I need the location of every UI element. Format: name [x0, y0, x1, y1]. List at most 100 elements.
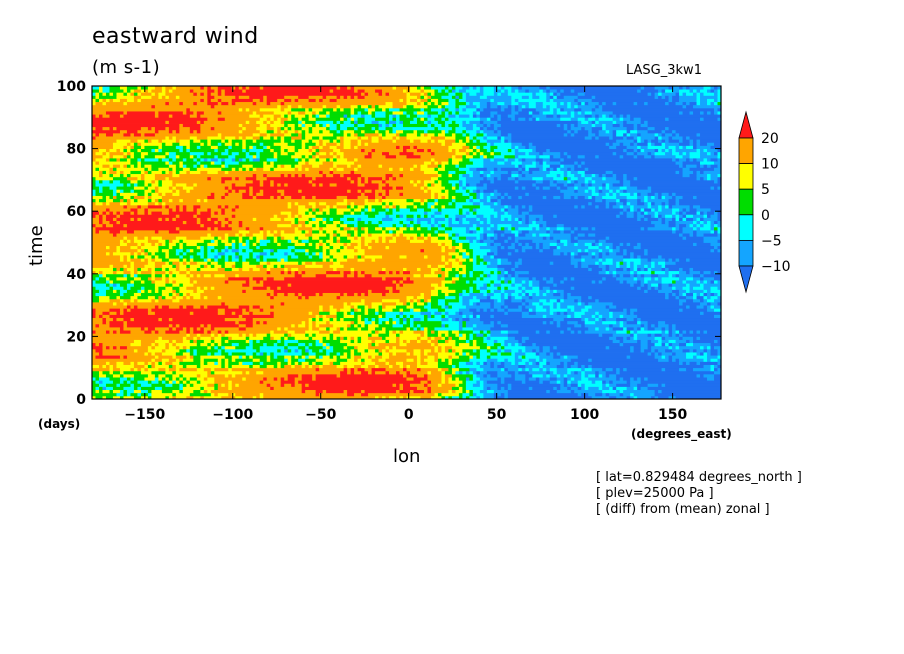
heatmap-cell — [462, 186, 467, 190]
heatmap-cell — [437, 392, 442, 397]
heatmap-cell — [98, 276, 107, 281]
heatmap-cell — [301, 261, 306, 265]
heatmap-cell — [693, 242, 697, 247]
heatmap-cell — [179, 242, 184, 247]
heatmap-cell — [92, 242, 121, 247]
heatmap-cell — [518, 217, 523, 221]
heatmap-cell — [214, 339, 222, 344]
heatmap-cell — [444, 264, 453, 268]
heatmap-cell — [161, 204, 166, 209]
heatmap-cell — [298, 348, 303, 353]
heatmap-cell — [553, 251, 561, 256]
heatmap-cell — [420, 292, 425, 297]
heatmap-cell — [298, 292, 303, 297]
heatmap-cell — [714, 298, 721, 303]
heatmap-cell — [584, 305, 593, 309]
heatmap-cell — [486, 348, 491, 353]
heatmap-cell — [675, 223, 680, 228]
heatmap-cell — [546, 370, 551, 375]
heatmap-cell — [497, 223, 512, 228]
heatmap-cell — [514, 355, 519, 359]
heatmap-cell — [420, 317, 425, 322]
heatmap-cell — [224, 242, 233, 247]
heatmap-cell — [92, 229, 96, 234]
heatmap-cell — [574, 255, 582, 259]
heatmap-cell — [514, 276, 530, 281]
heatmap-cell — [437, 342, 456, 347]
heatmap-cell — [532, 308, 537, 312]
heatmap-cell — [595, 311, 600, 315]
heatmap-cell — [382, 336, 386, 340]
heatmap-cell — [511, 242, 516, 247]
heatmap-cell — [336, 239, 341, 243]
heatmap-cell — [567, 367, 582, 372]
heatmap-cell — [126, 305, 131, 309]
heatmap-cell — [182, 248, 187, 253]
heatmap-cell — [444, 295, 456, 300]
heatmap-cell — [329, 258, 334, 262]
heatmap-cell — [458, 267, 463, 272]
heatmap-cell — [679, 276, 687, 281]
heatmap-cell — [686, 355, 694, 359]
heatmap-cell — [703, 283, 721, 287]
heatmap-cell — [151, 358, 156, 362]
heatmap-cell — [336, 352, 341, 356]
heatmap-cell — [126, 267, 135, 272]
heatmap-cell — [249, 339, 254, 344]
heatmap-cell — [259, 267, 268, 272]
heatmap-cell — [633, 336, 638, 340]
heatmap-cell — [284, 355, 292, 359]
heatmap-cell — [364, 361, 376, 365]
heatmap-cell — [609, 189, 614, 193]
heatmap-cell — [497, 370, 509, 375]
heatmap-cell — [403, 233, 418, 237]
heatmap-cell — [437, 333, 442, 337]
heatmap-cell — [507, 204, 512, 209]
heatmap-cell — [500, 233, 505, 237]
heatmap-cell — [210, 258, 215, 262]
heatmap-cell — [175, 217, 198, 221]
heatmap-cell — [333, 355, 338, 359]
heatmap-cell — [514, 283, 523, 287]
heatmap-cell — [399, 370, 407, 375]
heatmap-cell — [305, 195, 313, 200]
heatmap-cell — [497, 308, 505, 312]
heatmap-cell — [287, 377, 296, 381]
heatmap-cell — [406, 204, 414, 209]
heatmap-cell — [444, 308, 460, 312]
heatmap-cell — [235, 242, 240, 247]
heatmap-cell — [595, 242, 600, 247]
heatmap-cell — [416, 336, 421, 340]
heatmap-cell — [672, 273, 676, 278]
heatmap-cell — [396, 370, 400, 375]
heatmap-cell — [319, 330, 331, 334]
heatmap-cell — [451, 261, 460, 265]
heatmap-cell — [612, 258, 624, 262]
heatmap-cell — [535, 226, 540, 231]
heatmap-cell — [368, 289, 372, 293]
heatmap-cell — [375, 308, 379, 312]
heatmap-cell — [217, 251, 226, 256]
heatmap-cell — [413, 314, 425, 319]
heatmap-cell — [207, 251, 219, 256]
heatmap-cell — [245, 258, 257, 262]
heatmap-cell — [119, 292, 124, 297]
heatmap-cell — [493, 239, 505, 243]
heatmap-cell — [130, 367, 135, 372]
heatmap-cell — [469, 389, 474, 394]
heatmap-cell — [144, 352, 149, 356]
heatmap-cell — [189, 264, 201, 268]
heatmap-cell — [123, 264, 128, 268]
heatmap-cell — [616, 214, 621, 218]
heatmap-cell — [140, 267, 149, 272]
heatmap-cell — [217, 361, 222, 365]
heatmap-cell — [654, 327, 662, 331]
heatmap-cell — [298, 236, 310, 240]
heatmap-cell — [92, 208, 107, 212]
heatmap-cell — [364, 301, 372, 306]
heatmap-cell — [161, 361, 166, 365]
heatmap-cell — [126, 289, 138, 293]
heatmap-cell — [252, 286, 268, 290]
heatmap-cell — [172, 208, 177, 212]
heatmap-cell — [483, 373, 488, 378]
